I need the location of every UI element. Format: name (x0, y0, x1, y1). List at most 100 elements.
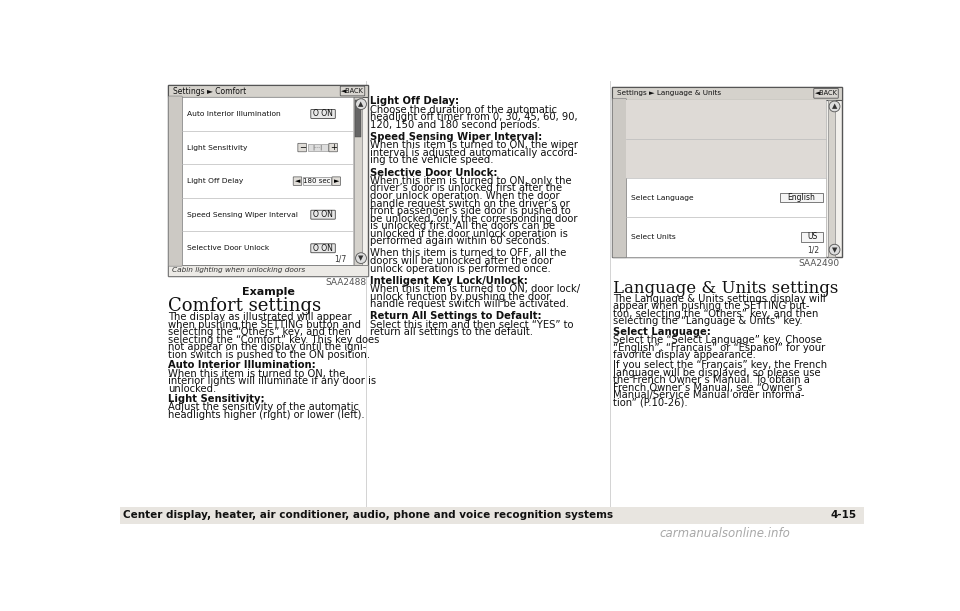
Text: selecting the “Language & Units” key.: selecting the “Language & Units” key. (612, 316, 803, 326)
Text: When this item is turned to ON, only the: When this item is turned to ON, only the (371, 176, 572, 186)
Text: unlock operation is performed once.: unlock operation is performed once. (371, 263, 551, 274)
Bar (780, 193, 823, 202)
Bar (612, 87, 842, 100)
Text: |···|: |···| (313, 145, 323, 150)
Text: Select Language: Select Language (631, 195, 693, 200)
Circle shape (355, 99, 367, 109)
Bar (626, 100, 826, 139)
Text: French Owner’s Manual, see “Owner’s: French Owner’s Manual, see “Owner’s (612, 382, 803, 393)
Text: is unlocked first. All the doors can be: is unlocked first. All the doors can be (371, 221, 556, 231)
Text: Light Sensitivity: Light Sensitivity (186, 145, 247, 150)
FancyBboxPatch shape (311, 109, 335, 119)
Text: appear when pushing the SETTING but-: appear when pushing the SETTING but- (612, 301, 809, 311)
FancyBboxPatch shape (293, 177, 301, 185)
Text: The display as illustrated will appear: The display as illustrated will appear (168, 312, 351, 322)
Text: 120, 150 and 180 second periods.: 120, 150 and 180 second periods. (371, 120, 540, 130)
Text: When this item is turned to ON, the wiper: When this item is turned to ON, the wipe… (371, 141, 578, 150)
Text: Settings ► Comfort: Settings ► Comfort (173, 87, 246, 95)
Text: Manual/Service Manual order informa-: Manual/Service Manual order informa- (612, 390, 804, 400)
Text: headlight off timer from 0, 30, 45, 60, 90,: headlight off timer from 0, 30, 45, 60, … (371, 112, 578, 122)
Text: interior lights will illuminate if any door is: interior lights will illuminate if any d… (168, 376, 376, 386)
Text: ing to the vehicle speed.: ing to the vehicle speed. (371, 155, 493, 166)
Text: ▲: ▲ (358, 101, 364, 107)
Text: ►: ► (333, 178, 339, 184)
Text: When this item is turned to OFF, all the: When this item is turned to OFF, all the (371, 249, 566, 258)
Text: be unlocked, only the corresponding door: be unlocked, only the corresponding door (371, 214, 578, 224)
Text: ▼: ▼ (358, 255, 364, 261)
Text: ◄BACK: ◄BACK (815, 90, 837, 97)
Text: “English”, “Français” or “Español” for your: “English”, “Français” or “Español” for y… (612, 343, 826, 353)
FancyBboxPatch shape (168, 96, 182, 266)
Text: headlights higher (right) or lower (left).: headlights higher (right) or lower (left… (168, 409, 365, 420)
Text: handle request switch will be activated.: handle request switch will be activated. (371, 299, 569, 309)
Text: Selective Door Unlock:: Selective Door Unlock: (371, 167, 498, 178)
Text: Intelligent Key Lock/Unlock:: Intelligent Key Lock/Unlock: (371, 276, 528, 286)
Text: selecting the “Comfort” key. This key does: selecting the “Comfort” key. This key do… (168, 335, 379, 345)
Text: not appear on the display until the igni-: not appear on the display until the igni… (168, 342, 367, 352)
Text: Select Language:: Select Language: (612, 327, 710, 337)
Text: Cabin lighting when unlocking doors: Cabin lighting when unlocking doors (172, 268, 305, 274)
Text: 4-15: 4-15 (830, 510, 856, 521)
Text: driver’s door is unlocked first after the: driver’s door is unlocked first after th… (371, 183, 563, 194)
Text: Light Off Delay:: Light Off Delay: (371, 97, 460, 106)
FancyBboxPatch shape (332, 177, 341, 185)
Bar (354, 97, 362, 265)
Text: +: + (329, 143, 337, 152)
Text: front passenger’s side door is pushed to: front passenger’s side door is pushed to (371, 206, 571, 216)
FancyBboxPatch shape (340, 86, 365, 96)
FancyBboxPatch shape (329, 144, 337, 152)
Text: SAA2490: SAA2490 (799, 259, 840, 268)
Text: Example: Example (242, 287, 295, 296)
FancyBboxPatch shape (612, 98, 627, 258)
Text: Select this item and then select “YES” to: Select this item and then select “YES” t… (371, 320, 574, 329)
Text: Light Off Delay: Light Off Delay (186, 178, 243, 184)
Text: tion” (P.10-26).: tion” (P.10-26). (612, 398, 687, 408)
Text: performed again within 60 seconds.: performed again within 60 seconds. (371, 236, 550, 246)
Text: Center display, heater, air conditioner, audio, phone and voice recognition syst: Center display, heater, air conditioner,… (123, 510, 613, 521)
Circle shape (829, 244, 840, 255)
Text: selecting the “Others” key, and then: selecting the “Others” key, and then (168, 327, 351, 337)
Text: Auto Interior Illumination:: Auto Interior Illumination: (168, 360, 316, 370)
Bar (307, 144, 327, 151)
Text: Light Sensitivity:: Light Sensitivity: (168, 393, 265, 404)
Text: When this item is turned to ON, door lock/: When this item is turned to ON, door loc… (371, 284, 581, 294)
Text: The Language & Units settings display will: The Language & Units settings display wi… (612, 293, 826, 304)
Text: unlock function by pushing the door: unlock function by pushing the door (371, 291, 551, 302)
Text: O ON: O ON (313, 244, 333, 253)
Text: ◄BACK: ◄BACK (341, 88, 364, 94)
Text: door unlock operation. When the door: door unlock operation. When the door (371, 191, 560, 201)
Bar (168, 85, 368, 276)
Text: Auto Interior Illumination: Auto Interior Illumination (186, 111, 280, 117)
Text: Adjust the sensitivity of the automatic: Adjust the sensitivity of the automatic (168, 402, 359, 412)
Text: favorite display appearance.: favorite display appearance. (612, 350, 756, 360)
Text: 1/7: 1/7 (334, 254, 347, 263)
Text: Selective Door Unlock: Selective Door Unlock (186, 245, 269, 251)
Text: O ON: O ON (313, 109, 333, 119)
Text: English: English (787, 193, 816, 202)
Bar (120, 507, 864, 524)
Bar (626, 139, 826, 178)
Text: handle request switch on the driver’s or: handle request switch on the driver’s or (371, 199, 570, 208)
Text: doors will be unlocked after the door: doors will be unlocked after the door (371, 256, 554, 266)
Text: Select the “Select Language” key. Choose: Select the “Select Language” key. Choose (612, 335, 822, 345)
Text: ton, selecting the “Others” key, and then: ton, selecting the “Others” key, and the… (612, 309, 818, 318)
Text: If you select the “Français” key, the French: If you select the “Français” key, the Fr… (612, 360, 827, 370)
Text: When this item is turned to ON, the: When this item is turned to ON, the (168, 368, 346, 379)
Text: O ON: O ON (313, 210, 333, 219)
Text: language will be displayed, so please use: language will be displayed, so please us… (612, 368, 821, 378)
Text: 1/2: 1/2 (807, 246, 820, 255)
Text: ▼: ▼ (832, 247, 837, 253)
Text: when pushing the SETTING button and: when pushing the SETTING button and (168, 320, 361, 329)
Text: ▲: ▲ (832, 103, 837, 109)
Circle shape (829, 101, 840, 112)
Text: Speed Sensing Wiper Interval: Speed Sensing Wiper Interval (186, 211, 298, 218)
Bar (828, 100, 835, 257)
Bar (355, 100, 361, 137)
Text: carmanualsonline.info: carmanualsonline.info (660, 527, 790, 540)
Bar (802, 232, 823, 241)
Text: unlocked.: unlocked. (168, 384, 216, 393)
FancyBboxPatch shape (311, 210, 335, 219)
FancyBboxPatch shape (311, 244, 335, 253)
Bar (626, 100, 826, 257)
Text: unlocked if the door unlock operation is: unlocked if the door unlock operation is (371, 229, 568, 239)
